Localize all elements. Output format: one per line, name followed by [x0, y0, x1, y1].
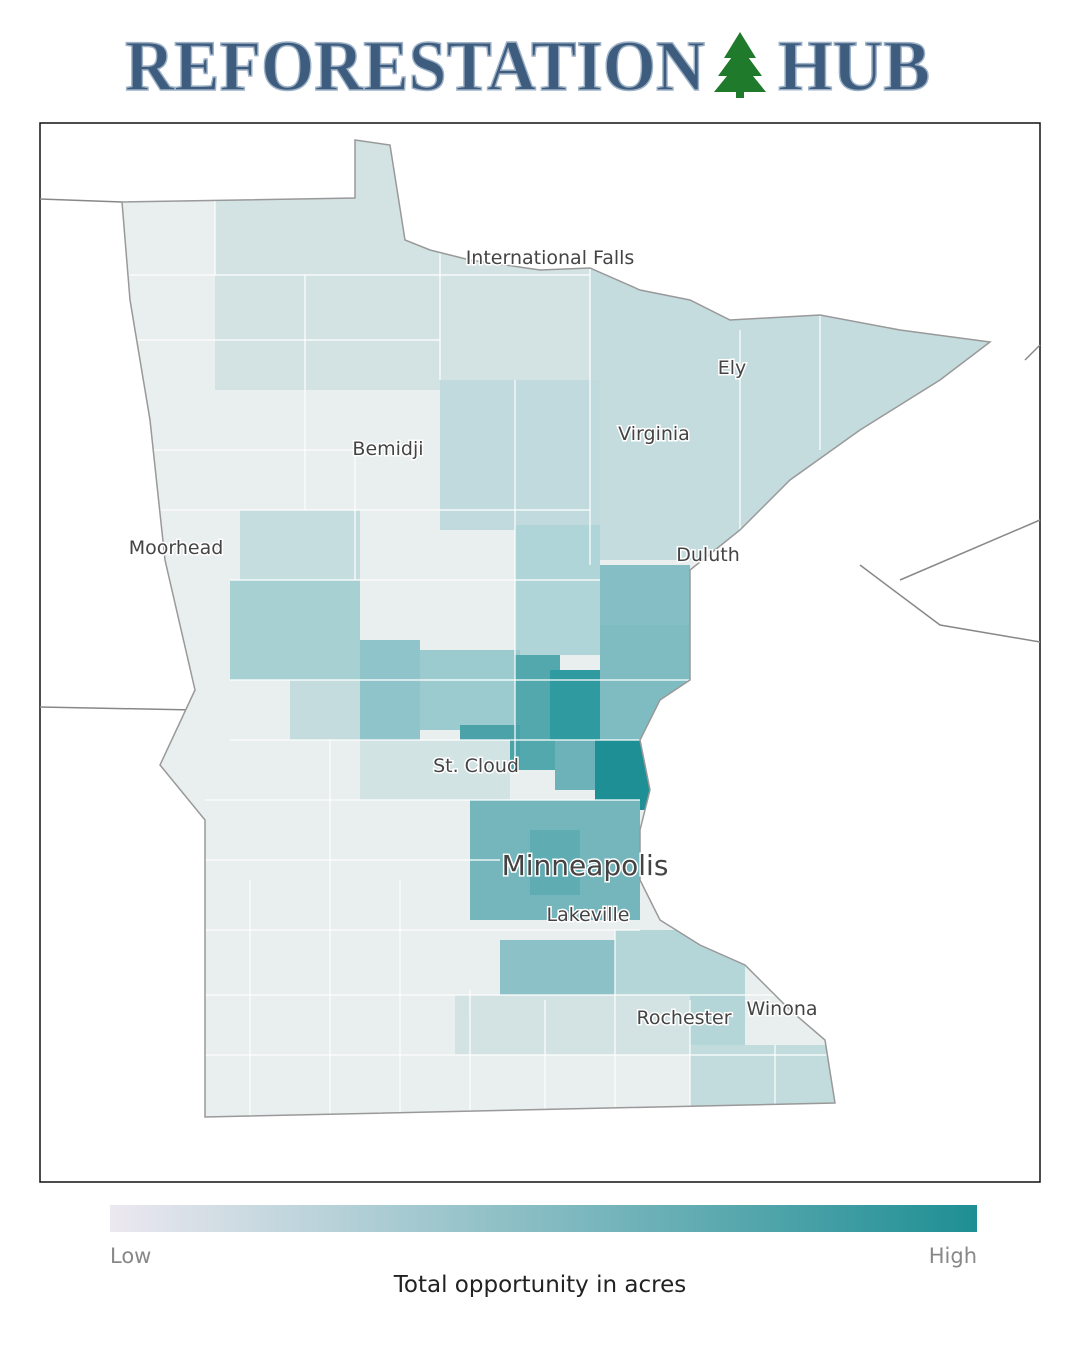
city-label: Duluth	[676, 544, 740, 566]
city-label: Lakeville	[546, 904, 629, 926]
neighbor-borders	[39, 198, 1041, 711]
tree-icon	[714, 32, 766, 98]
legend-high: High	[929, 1244, 977, 1268]
city-label: Minneapolis	[502, 849, 669, 882]
city-label: Ely	[718, 357, 747, 379]
legend-caption: Total opportunity in acres	[393, 1272, 686, 1298]
city-label: St. Cloud	[433, 755, 519, 777]
city-label: International Falls	[466, 247, 635, 269]
city-label: Bemidji	[352, 438, 423, 460]
title-right: HUB	[778, 26, 930, 106]
state-outline	[121, 139, 992, 1118]
title-left: REFORESTATION	[125, 26, 705, 106]
city-label: Moorhead	[129, 537, 224, 559]
legend-gradient	[110, 1205, 977, 1232]
city-label: Virginia	[618, 423, 690, 445]
legend-low: Low	[110, 1244, 151, 1268]
city-label: Rochester	[637, 1007, 732, 1029]
city-label: Winona	[747, 998, 818, 1020]
